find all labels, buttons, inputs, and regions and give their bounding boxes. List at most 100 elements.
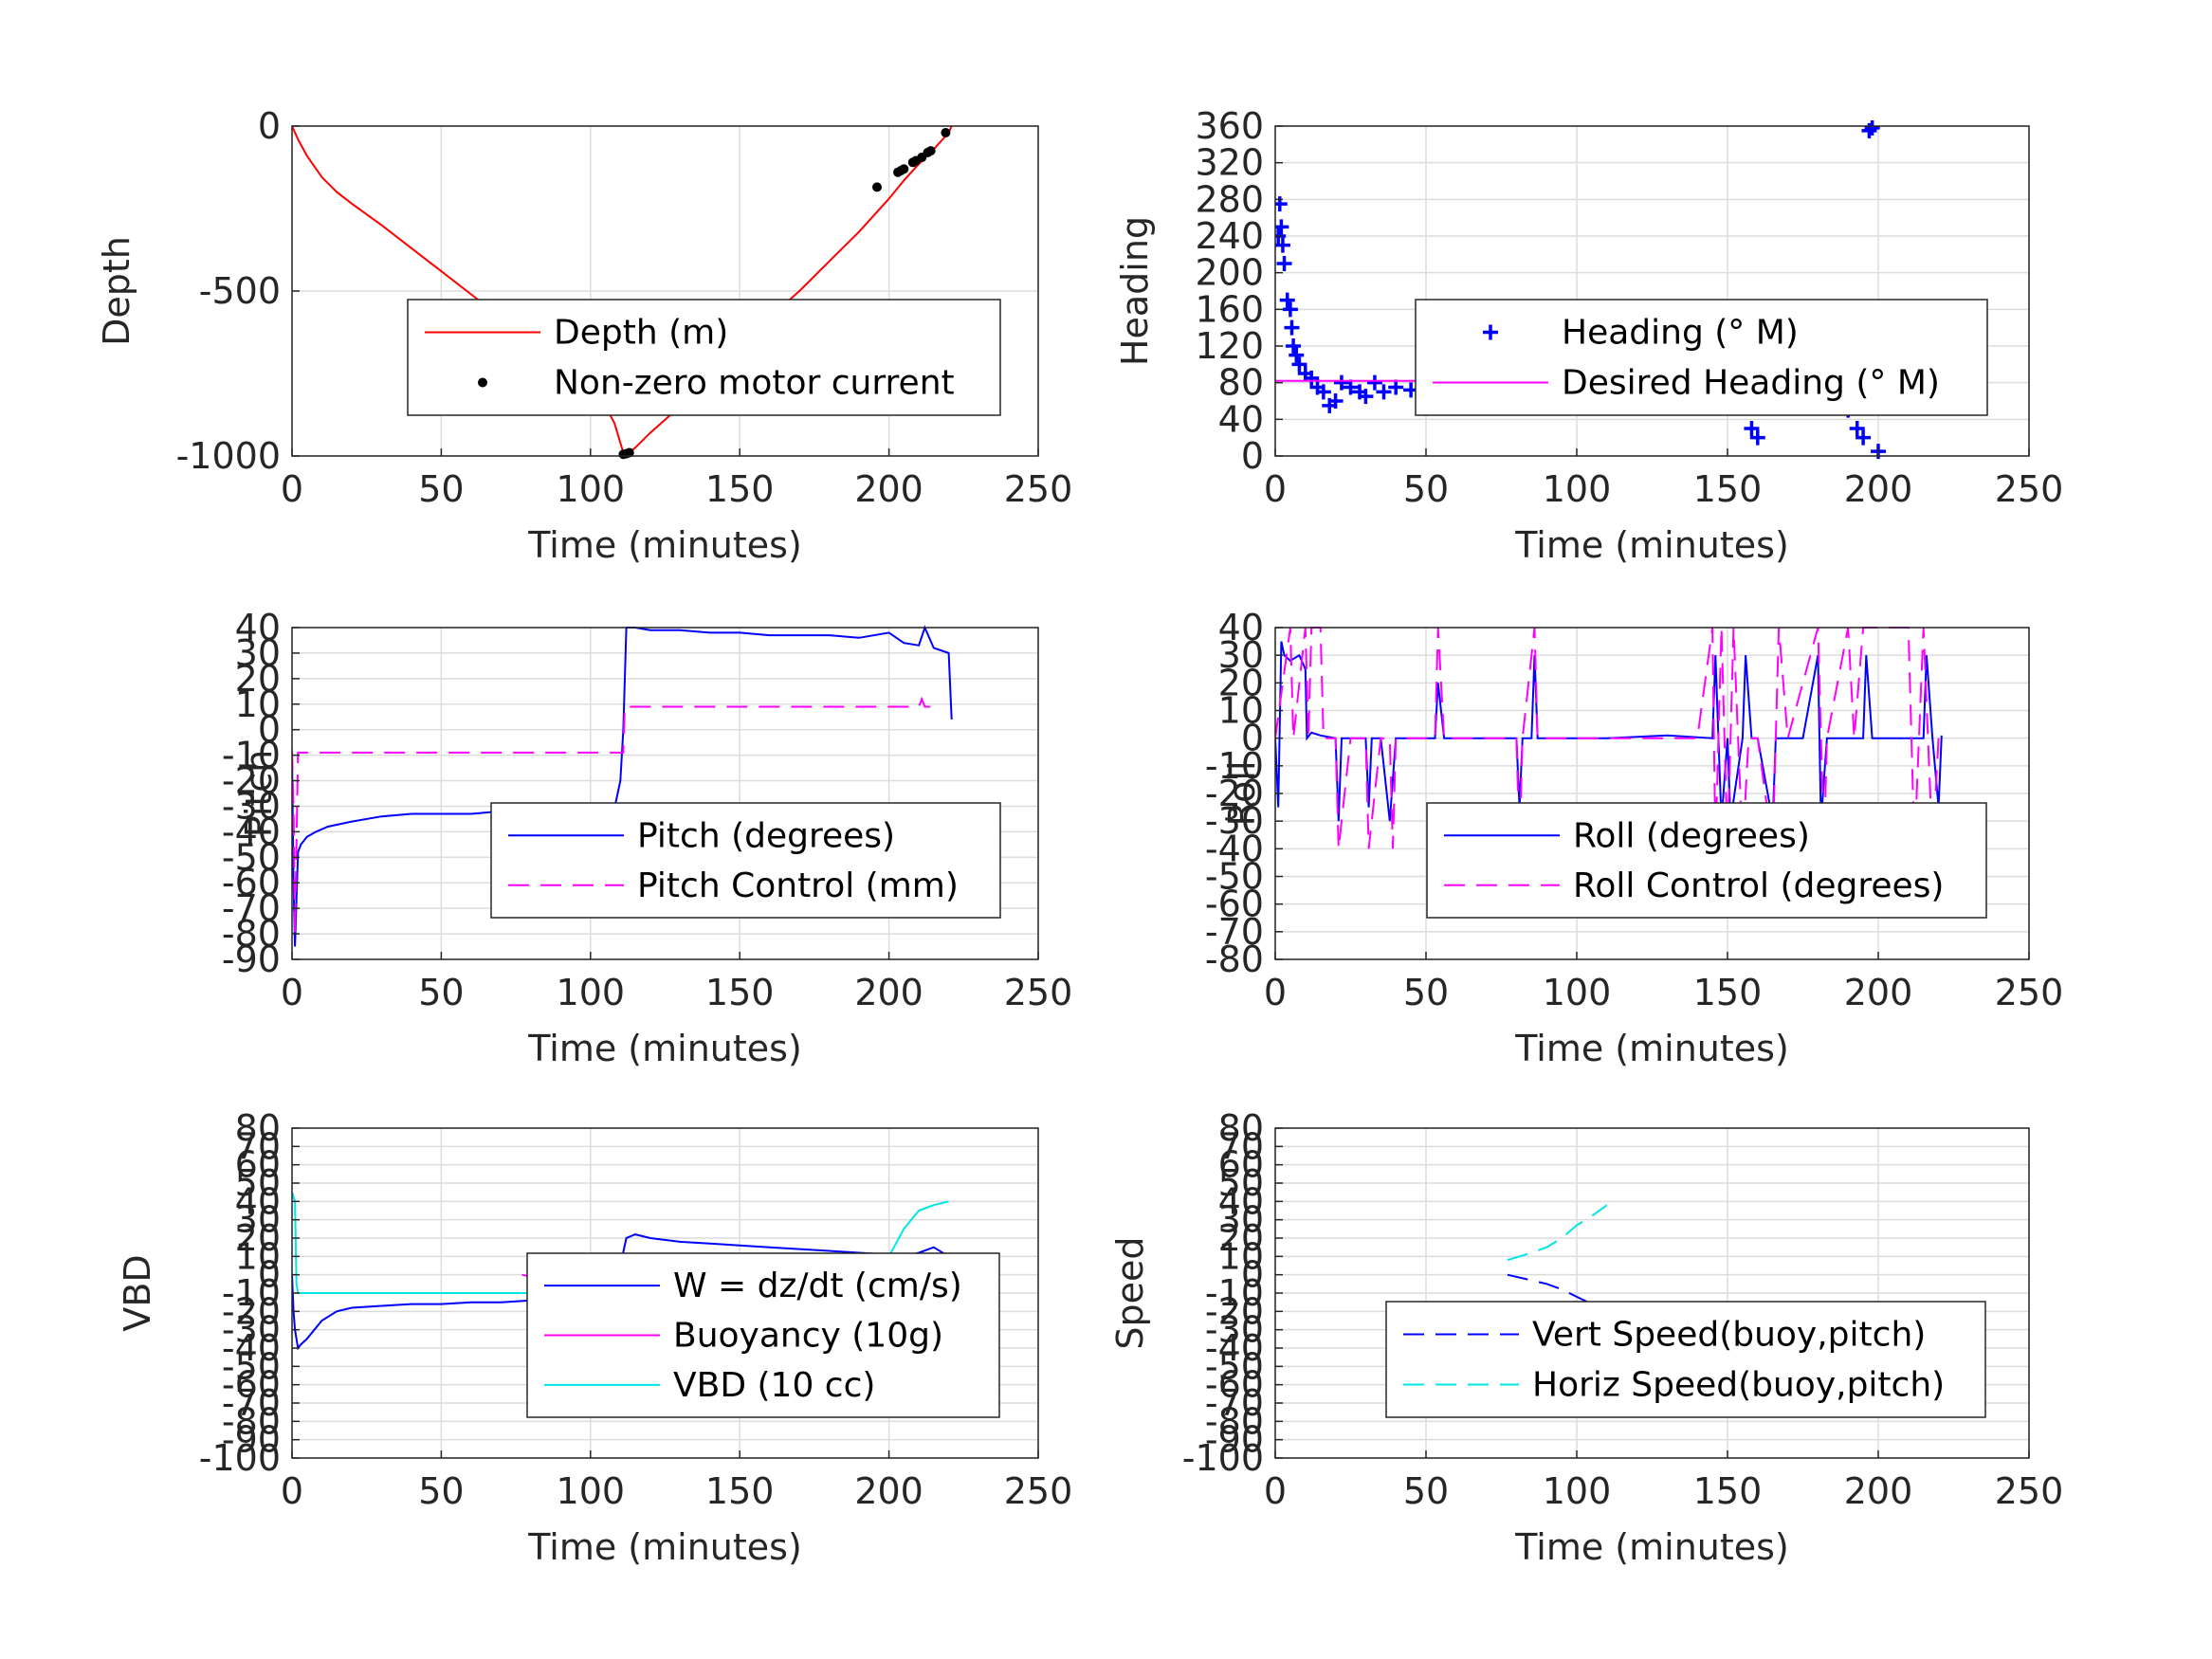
data-point	[1376, 384, 1392, 400]
chart-speed: 0 50 100 150 200 250-100-90-80-70-60-50-40-30…	[1109, 1107, 2063, 1568]
y-tick-label: -10	[222, 1272, 281, 1314]
x-tick-label: 200	[854, 972, 923, 1013]
y-tick-label: 40	[1218, 398, 1264, 440]
y-tick-label: -100	[1182, 1437, 1264, 1479]
y-tick-label: -20	[222, 760, 281, 802]
x-tick-label: 150	[705, 468, 775, 510]
x-tick-label: 50	[418, 468, 464, 510]
y-tick-label: 0	[1241, 435, 1264, 477]
data-point	[1388, 379, 1404, 395]
series-horiz-speed-buoy-pitch	[1507, 1204, 1608, 1262]
data-point	[1286, 338, 1302, 354]
x-tick-label: 0	[1264, 1470, 1287, 1512]
legend-label: Non-zero motor current	[554, 364, 955, 403]
y-tick-label: 10	[235, 684, 281, 725]
axes-frame	[291, 627, 1039, 960]
y-tick-label: -60	[1205, 884, 1264, 925]
data-point	[1749, 429, 1765, 446]
y-axis-label: Pitch	[238, 750, 280, 838]
y-tick-label: 60	[1218, 1144, 1264, 1186]
y-tick-label: 80	[235, 1107, 281, 1149]
series-vert-speed-buoy-pitch	[1507, 1273, 1593, 1305]
y-tick-label: 20	[235, 658, 281, 700]
y-tick-label: 40	[1218, 607, 1264, 648]
chart-depth: 0 50 100 150 200 250 -1000 -500 0 Time (minutes) D…	[96, 105, 1072, 566]
x-tick-label: 200	[854, 468, 923, 510]
x-tick-label: 50	[418, 1470, 464, 1512]
data-point	[925, 146, 936, 156]
y-tick-label: 0	[1241, 718, 1264, 759]
x-tick-label: 200	[1844, 468, 1913, 510]
y-tick-label: -30	[222, 785, 281, 827]
legend-swatch	[1483, 324, 1498, 340]
x-axis-label: Time (minutes)	[1514, 1028, 1789, 1069]
y-tick-label: 70	[235, 1125, 281, 1167]
x-tick-label: 0	[1264, 468, 1287, 510]
y-tick-label: -10	[222, 735, 281, 776]
y-tick-label: -40	[222, 811, 281, 852]
y-tick-label: -70	[1205, 1382, 1264, 1424]
data-point	[1315, 384, 1331, 400]
data-point	[1282, 301, 1298, 318]
legend-label: Horiz Speed(buoy,pitch)	[1532, 1366, 1945, 1405]
chart-heading: 0 50 100 150 200 2500408012016020024028032036…	[1114, 105, 2063, 566]
y-tick-label: 200	[1195, 252, 1264, 294]
data-point	[1275, 237, 1290, 253]
y-tick-label: -70	[222, 887, 281, 929]
x-tick-label: 200	[1844, 1470, 1913, 1512]
legend-swatch	[478, 377, 487, 388]
y-tick-label: -20	[222, 1290, 281, 1332]
data-point	[1366, 374, 1382, 391]
legend-box	[407, 299, 1001, 416]
legend-label: Roll Control (degrees)	[1573, 866, 1944, 905]
y-tick-label: -80	[1205, 939, 1264, 980]
y-tick-label: 20	[235, 1217, 281, 1259]
y-axis-label: VBD	[117, 1254, 158, 1331]
x-tick-label: 150	[1693, 972, 1763, 1013]
x-tick-label: 250	[1004, 1470, 1073, 1512]
data-point	[1864, 120, 1880, 136]
y-tick-label: -40	[222, 1327, 281, 1369]
y-tick-label: 160	[1195, 288, 1264, 330]
x-axis-label: Time (minutes)	[527, 1526, 802, 1568]
y-tick-label: 40	[235, 607, 281, 648]
legend: Depth (m) Non-zero motor current	[407, 299, 1001, 416]
y-tick-label: 30	[1218, 1199, 1264, 1241]
x-tick-label: 100	[1543, 1470, 1612, 1512]
y-tick-label: 320	[1195, 142, 1264, 184]
y-tick-label: 50	[235, 1162, 281, 1204]
data-point	[872, 182, 883, 192]
data-point	[1284, 319, 1300, 336]
y-tick-label: 360	[1195, 105, 1264, 147]
y-tick-label: 30	[235, 632, 281, 674]
plot-area	[292, 125, 953, 460]
plot-area	[292, 625, 953, 947]
y-tick-label: 30	[1218, 634, 1264, 676]
chart-pitch: 0 50 100 150 200 250-90-80-70-60-50-40-30-20-…	[222, 607, 1072, 1069]
y-tick-label: -80	[1205, 1400, 1264, 1442]
y-tick-label: -70	[1205, 911, 1264, 953]
legend-label: Vert Speed(buoy,pitch)	[1532, 1316, 1926, 1355]
y-tick-label: 70	[1218, 1125, 1264, 1167]
x-tick-label: 150	[705, 972, 775, 1013]
x-tick-label: 50	[1403, 468, 1449, 510]
y-tick-label: -30	[1205, 800, 1264, 842]
y-tick-label: 20	[1218, 662, 1264, 703]
legend: Vert Speed(buoy,pitch) Horiz Speed(buoy,p…	[1385, 1301, 1986, 1418]
x-tick-label: 0	[281, 468, 303, 510]
x-tick-label: 200	[1844, 972, 1913, 1013]
legend-box	[490, 802, 1001, 919]
legend-label: Desired Heading (° M)	[1562, 364, 1940, 403]
y-tick-label: 120	[1195, 325, 1264, 367]
series-non-zero-motor-current	[618, 127, 951, 460]
data-point	[1289, 347, 1305, 363]
y-axis-label: Speed	[1109, 1236, 1151, 1349]
y-tick-label: 40	[235, 1180, 281, 1222]
legend-box	[1415, 299, 1988, 416]
y-axis-label: Depth	[96, 236, 137, 346]
plot-area	[1507, 1204, 1608, 1305]
x-tick-label: 150	[705, 1470, 775, 1512]
data-point	[1279, 292, 1295, 308]
y-tick-label: -10	[1205, 745, 1264, 787]
legend: Roll (degrees) Roll Control (degrees)	[1426, 802, 1987, 919]
